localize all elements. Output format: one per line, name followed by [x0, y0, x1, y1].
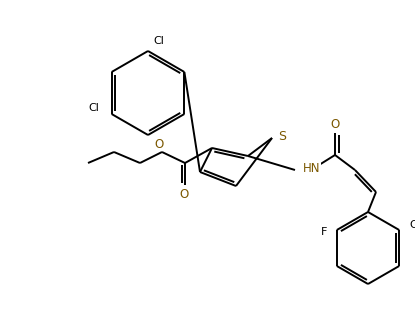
- Text: S: S: [278, 130, 286, 144]
- Text: Cl: Cl: [153, 36, 164, 46]
- Text: Cl: Cl: [89, 103, 100, 113]
- Text: O: O: [330, 119, 339, 131]
- Text: O: O: [179, 188, 189, 201]
- Text: O: O: [154, 138, 164, 150]
- Text: F: F: [320, 227, 327, 237]
- Text: Cl: Cl: [409, 220, 415, 230]
- Text: HN: HN: [303, 163, 320, 175]
